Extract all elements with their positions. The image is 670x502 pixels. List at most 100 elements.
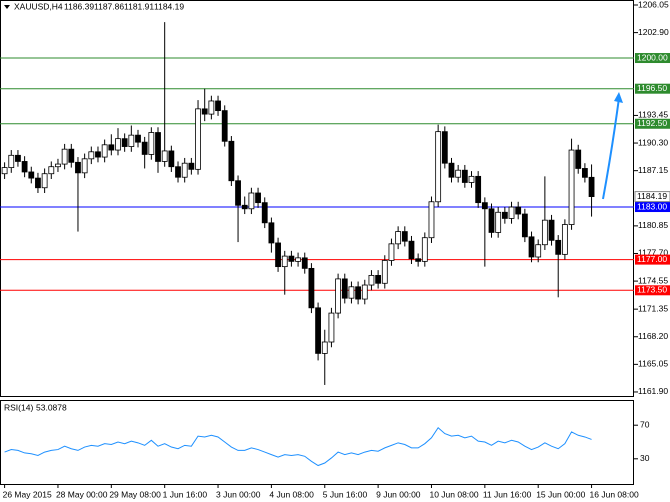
open-value: 1186.39 <box>64 1 94 11</box>
candle-body <box>8 154 15 168</box>
y-tick-label: 1168.20 <box>638 331 668 341</box>
level-label: 1200.00 <box>637 52 668 62</box>
candle-body <box>75 161 81 174</box>
candle-body <box>155 132 161 162</box>
level-label-box <box>635 202 670 213</box>
candle-body <box>361 284 368 300</box>
candle-body <box>221 110 228 142</box>
level-label-box <box>635 118 670 129</box>
candle-body <box>435 131 442 203</box>
candle-body <box>348 286 355 299</box>
y-tick-label: 1187.15 <box>638 165 668 175</box>
candle-body <box>395 231 402 245</box>
candle-body <box>281 255 288 268</box>
y-tick-label: 1206.05 <box>638 0 669 9</box>
level-label: 1173.50 <box>637 285 667 295</box>
candle-body <box>248 192 255 210</box>
rsi-tick-label: 70 <box>640 419 650 429</box>
candle-body <box>515 206 522 215</box>
candle-body <box>61 148 68 165</box>
trend-arrow <box>602 92 623 200</box>
candle-body <box>328 312 335 343</box>
candle-body <box>295 257 301 262</box>
x-tick-label: 10 Jun 08:00 <box>429 489 478 499</box>
candle-body <box>135 134 141 143</box>
candle-body <box>335 278 342 314</box>
candle-body <box>481 202 488 210</box>
last-price-box <box>634 191 670 203</box>
candle-body <box>541 219 548 246</box>
candle-body <box>148 132 155 155</box>
candle-body <box>268 222 275 244</box>
candle-body <box>381 260 388 284</box>
candle-body <box>215 100 221 112</box>
low-value: 1181.91 <box>124 1 154 11</box>
close-value: 1184.19 <box>154 1 184 11</box>
y-tick-label: 1177.70 <box>638 248 668 258</box>
candle-body <box>301 257 308 269</box>
candle-body <box>235 180 241 206</box>
candle-body <box>408 240 415 260</box>
level-label: 1177.00 <box>637 254 667 264</box>
candle-body <box>341 278 348 299</box>
candle-body <box>495 211 502 233</box>
price-panel <box>0 0 634 397</box>
candle-body <box>275 242 281 268</box>
rsi-value: 53.0878 <box>36 402 67 412</box>
candle-body <box>261 202 268 224</box>
menu-triangle <box>4 5 10 9</box>
candle-body <box>321 341 328 354</box>
x-tick-label: 1 Jun 16:00 <box>163 489 208 499</box>
candle-body <box>228 140 235 182</box>
candle-body <box>168 150 175 168</box>
candle-body <box>1 167 8 175</box>
x-tick-label: 16 Jun 08:00 <box>590 489 639 499</box>
x-tick-label: 28 May 00:00 <box>56 489 108 499</box>
candle-body <box>588 176 595 197</box>
y-tick-label: 1180.85 <box>638 220 668 230</box>
candle-body <box>181 162 188 178</box>
candle-body <box>521 213 528 238</box>
candle-body <box>388 243 395 261</box>
candle-body <box>288 255 295 262</box>
candle-body <box>501 211 508 219</box>
level-label-box <box>635 53 670 64</box>
candle-body <box>55 163 61 168</box>
y-tick-label: 1174.55 <box>638 275 668 285</box>
x-tick-label: 29 May 08:00 <box>109 489 161 499</box>
x-tick-label: 4 Jun 08:00 <box>269 489 314 499</box>
candle-body <box>575 149 582 169</box>
candle-body <box>441 131 448 164</box>
candle-body <box>555 239 562 255</box>
candle-body <box>81 158 88 174</box>
level-label: 1196.50 <box>637 83 667 93</box>
candle-body <box>188 162 195 170</box>
level-label: 1192.50 <box>637 118 667 128</box>
candle-body <box>128 134 135 147</box>
candle-body <box>255 192 261 204</box>
candle-body <box>421 237 428 262</box>
level-label-box <box>635 83 670 94</box>
y-tick-label: 1171.35 <box>638 303 668 313</box>
candle-body <box>308 267 315 309</box>
y-tick-label: 1190.30 <box>638 137 668 147</box>
rsi-name: RSI(14) <box>4 402 33 412</box>
candle-body <box>455 169 462 178</box>
candle-body <box>375 274 382 284</box>
y-tick-label: 1202.90 <box>638 27 669 37</box>
candle-body <box>95 151 101 158</box>
candle-body <box>315 307 321 354</box>
rsi-line <box>4 426 592 467</box>
x-tick-label: 5 Jun 16:00 <box>323 489 368 499</box>
candle-body <box>208 100 215 115</box>
candle-body <box>475 175 482 204</box>
level-label-box <box>635 285 670 296</box>
candle-body <box>28 171 35 179</box>
candle-body <box>508 206 515 219</box>
level-label-box <box>635 254 670 265</box>
symbol: XAUUSD,H4 <box>14 1 63 11</box>
candle-body <box>448 162 455 178</box>
y-tick-label: 1193.45 <box>638 110 668 120</box>
